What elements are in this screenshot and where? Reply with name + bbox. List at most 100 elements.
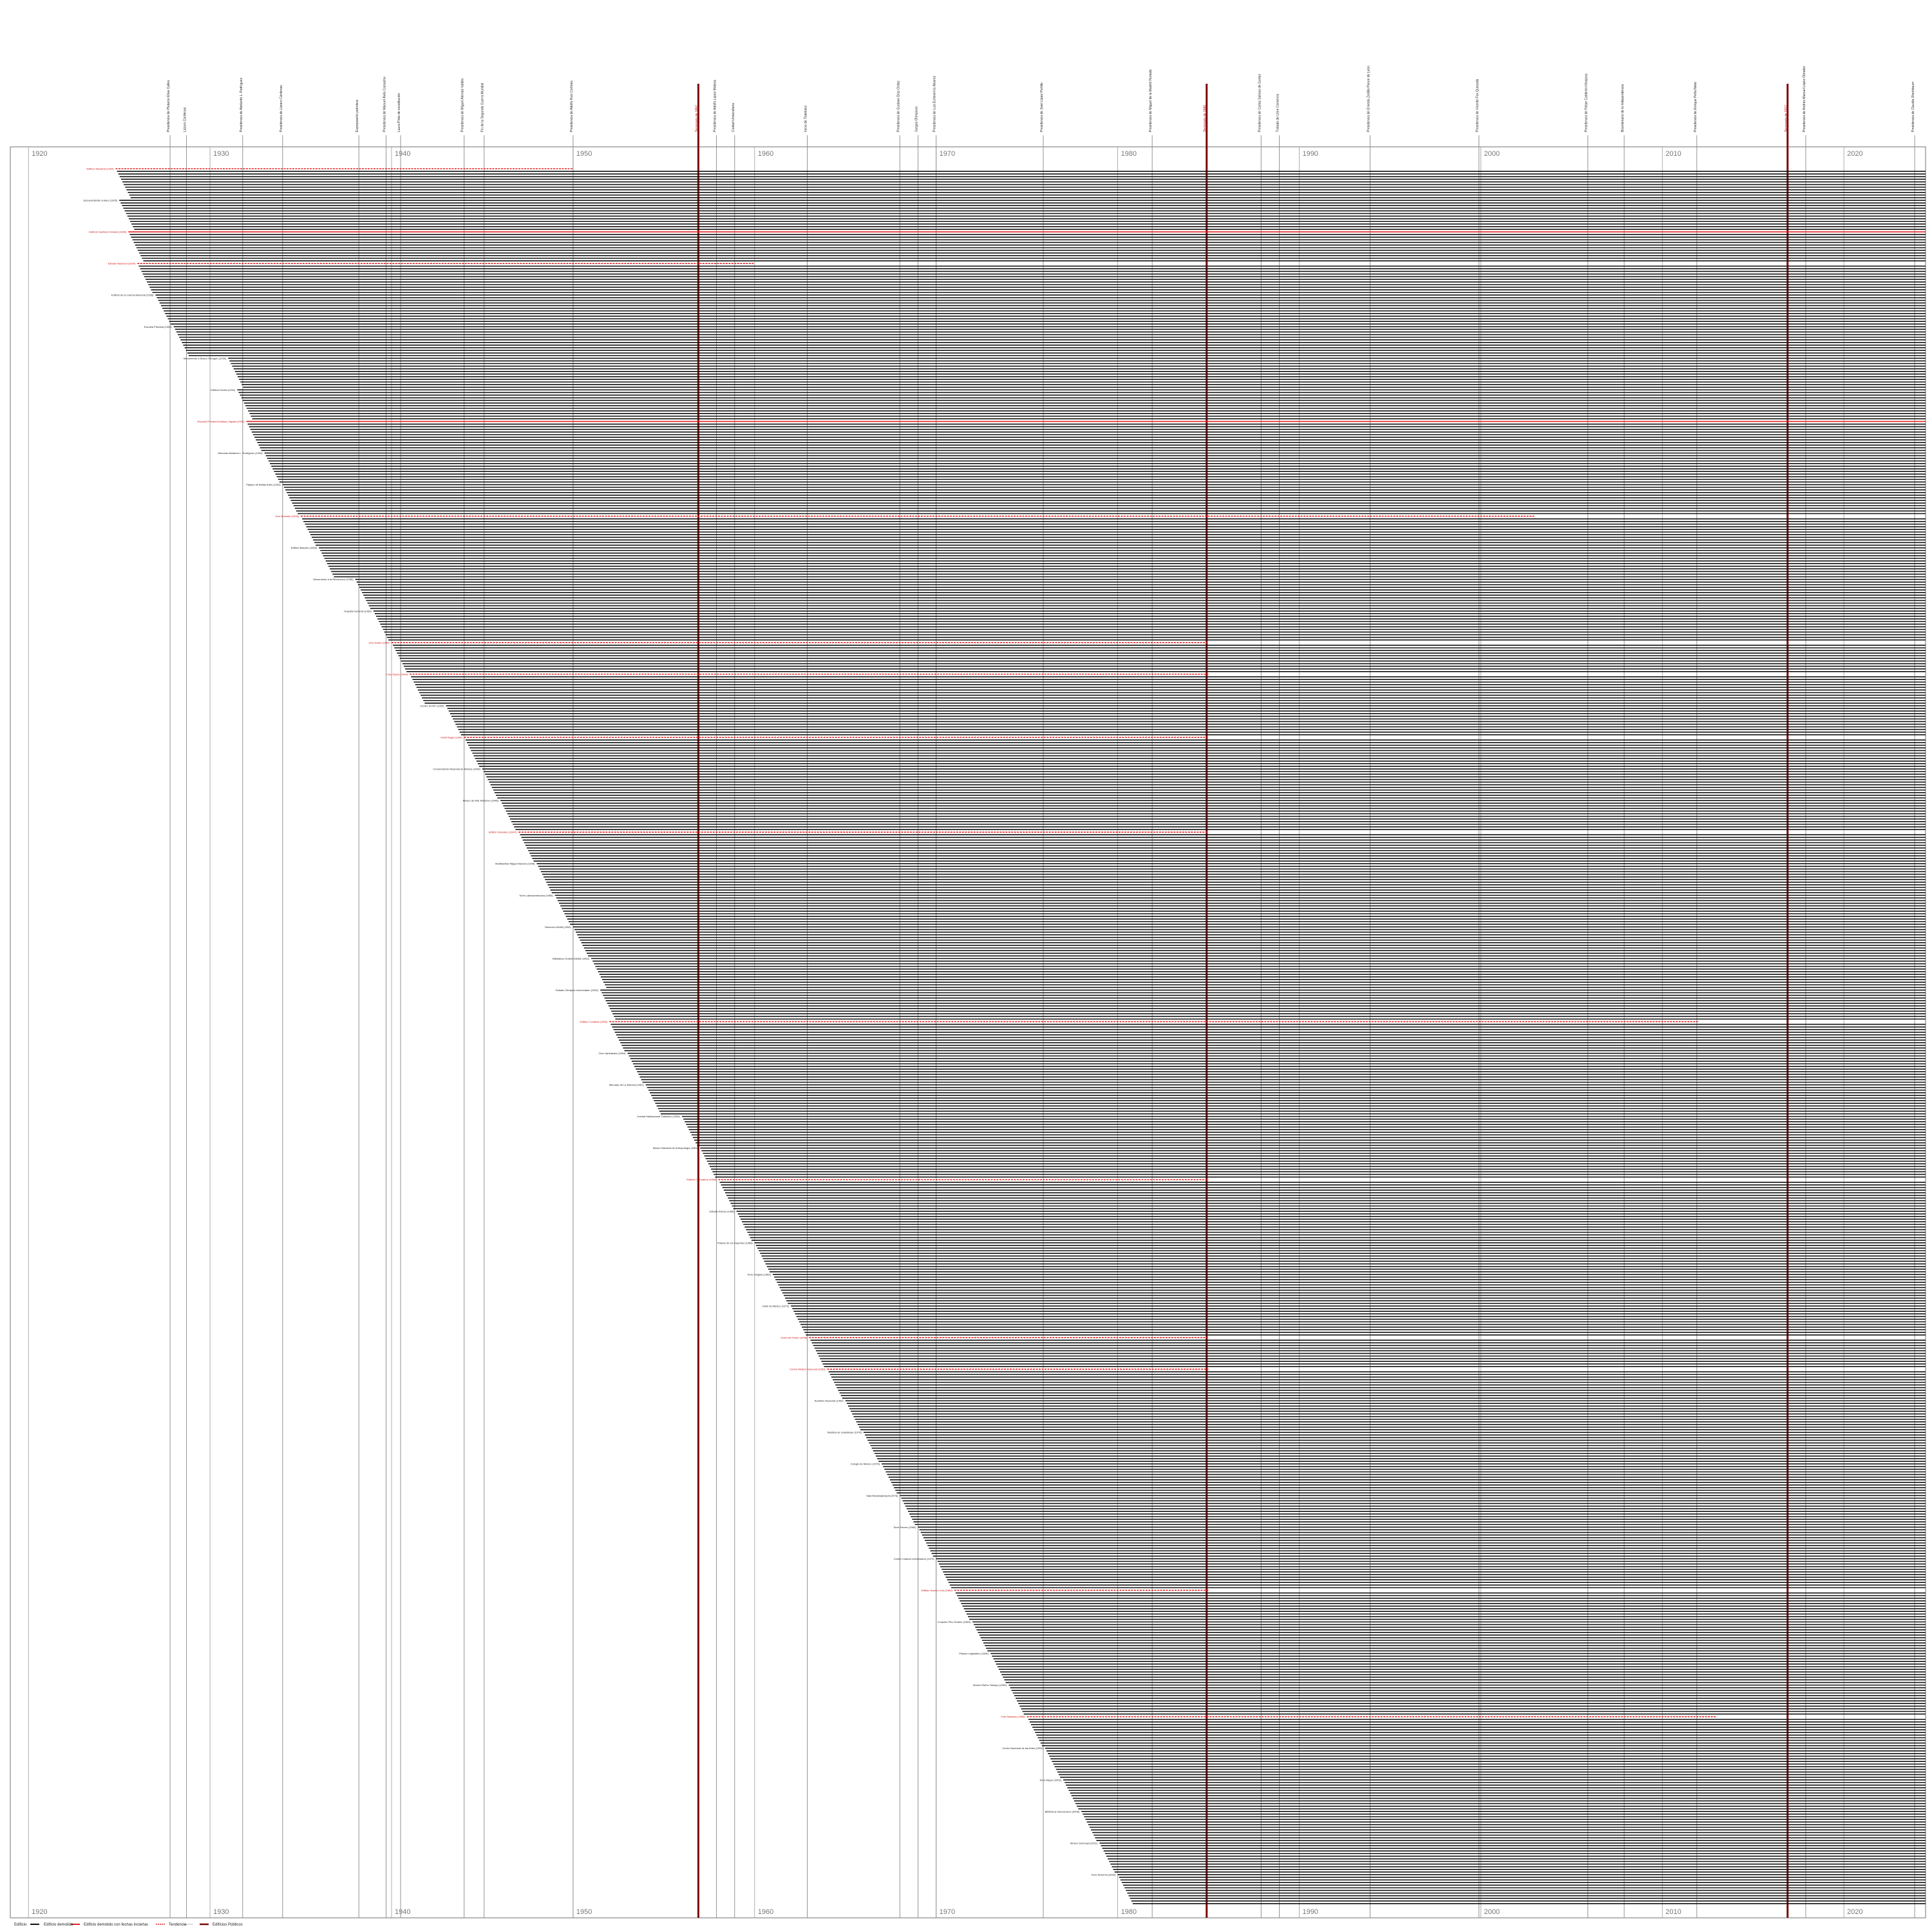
event-label: Presidencia de Ernesto Zedillo Ponce de … — [1367, 66, 1370, 132]
decade-tick-label-bottom: 2000 — [1484, 1908, 1499, 1916]
building-label: Edificio Ermita (1931) — [211, 388, 236, 392]
event-label: Presidencia de José López Portillo — [1040, 82, 1044, 132]
building-label: Basílica de Guadalupe (1976) — [828, 1431, 862, 1434]
event-label: Presidencia de Lázaro Cárdenas — [279, 85, 283, 132]
building-label: Rectoría UNAM (1952) — [545, 925, 571, 929]
building-label: Hotel Del Prado (1948) — [781, 1336, 808, 1340]
building-label: Cine Ópera (1949) — [386, 672, 408, 676]
event-label: Presidencia de Luis Echeverría Álvarez — [933, 75, 937, 132]
building-label: Hospital General (1939) — [344, 609, 372, 612]
event-label: Presidencia de Adolfo Ruiz Cortines — [570, 80, 574, 132]
building-label: Sala Nezahualcóyotl (1976) — [866, 1494, 898, 1497]
decade-tick-label-bottom: 1990 — [1302, 1908, 1318, 1916]
building-label: Escuela Primaria (1928) — [144, 325, 173, 328]
event-label: Fin de la Segunda Guerra Mundial — [481, 83, 485, 132]
event-label: Presidencia de Enrique Peña Nieto — [1694, 82, 1698, 132]
decade-tick-label: 1980 — [1121, 150, 1137, 158]
building-label: Biblioteca Central UNAM (1952) — [553, 957, 590, 960]
building-label: Centro SCOP (1953) — [420, 704, 444, 707]
decade-tick-label-bottom: 1930 — [213, 1908, 229, 1916]
decade-tick-label: 2010 — [1665, 150, 1681, 158]
event-label: Expropiación petrolera — [355, 100, 359, 132]
event-label: Presidencia de Vicente Fox Quesada — [1476, 79, 1480, 132]
event-label: Juegos Olímpicos — [914, 106, 918, 132]
building-label: Torre Pemex (1984) — [893, 1526, 916, 1529]
event-label: Ciudad Universitaria — [732, 103, 735, 132]
decade-tick-label-bottom: 1950 — [576, 1908, 592, 1916]
decade-tick-label-bottom: 2010 — [1665, 1908, 1681, 1916]
building-label: Palacio Legislativo (1981) — [959, 1652, 989, 1655]
building-label: Unidad Habitacional Tlatelolco (1964) — [637, 1115, 680, 1118]
building-label: Conjunto Pino Suárez (1980) — [937, 1620, 971, 1624]
building-label: Torre Insignia (1962) — [747, 1273, 771, 1276]
event-label: Terremoto de 2017 — [1785, 105, 1788, 132]
building-label: Monumento a la Revolución (1938) — [313, 578, 354, 581]
decade-tick-label: 2000 — [1484, 150, 1499, 158]
decade-tick-label: 2020 — [1847, 150, 1862, 158]
building-label: Hotel de México (1972) — [762, 1304, 790, 1307]
event-label: Lázaro Cárdenas — [183, 107, 187, 132]
building-label: Colegio de México (1976) — [851, 1463, 880, 1466]
building-label: Museo de Arte Moderno (1946) — [463, 799, 499, 802]
event-label: Presidencia de Carlos Salinas de Gortari — [1258, 74, 1262, 132]
building-label: Centro Nacional de las Artes (1994) — [1002, 1747, 1043, 1750]
event-label: Tratado de Libre Comercio — [1276, 93, 1280, 132]
legend-existing-label: Edificio — [14, 1923, 27, 1927]
building-label: Estadio Nacional (1924) — [108, 262, 136, 265]
building-label: Edificio Muestral (1920) — [86, 167, 114, 171]
event-label: Presidencia de Felipe Calderón Hinojosa — [1585, 73, 1589, 132]
decade-tick-label-bottom: 1920 — [32, 1908, 47, 1916]
building-label: Edificio Chihuahua (1964) — [687, 1178, 717, 1181]
decade-tick-label-bottom: 1980 — [1121, 1908, 1137, 1916]
building-label: Mercado de La Merced (1957) — [609, 1083, 644, 1086]
building-label: Escuela Benito Juárez (1925) — [84, 199, 118, 202]
building-bars: Edificio Muestral (1920) Escuela Benito J… — [84, 167, 1926, 1904]
building-label: Edificio Nonoalco (1947) — [489, 831, 517, 834]
building-label: Estadio Azteca (1966) — [709, 1209, 735, 1213]
building-label: Edificio Condesa (1954) — [580, 1020, 608, 1023]
event-label: Terremoto de 1957 — [695, 105, 699, 132]
decade-tick-label: 1960 — [758, 150, 773, 158]
decade-tick-label: 1930 — [213, 150, 229, 158]
event-label: Presidencia de Miguel Alemán Valdés — [461, 78, 465, 132]
event-label: Presidencia de Claudia Sheinbaum — [1911, 82, 1915, 132]
building-label: Centro Cultural Universitario (1979) — [894, 1557, 935, 1560]
building-label: Edificio Nuevo León (1960) — [922, 1589, 953, 1592]
building-label: Torre Reforma (2016) — [1091, 1873, 1116, 1876]
building-label: Multifamiliar Miguel Alemán (1949) — [495, 862, 535, 866]
event-label: Presidencia de Miguel de la Madrid Hurta… — [1149, 70, 1153, 132]
building-label: Edificio Basurto (1945) — [291, 546, 317, 549]
event-label: Presidencia de Abelardo L. Rodríguez — [240, 77, 243, 132]
event-label: Presidencia de Gustavo Díaz Ordaz — [896, 80, 900, 132]
building-label: Estadio Olímpico Universitario (1952) — [556, 989, 599, 992]
decade-tick-label: 1940 — [395, 150, 410, 158]
legend-uncertain-label: Edificio demolido con fechas inciertas — [84, 1923, 148, 1927]
building-label: Cine Variedades (1954) — [598, 1052, 626, 1055]
decade-tick-label: 1950 — [576, 150, 592, 158]
building-label: Biblioteca Vasconcelos (2006) — [1045, 1810, 1080, 1813]
decade-tick-label-bottom: 2020 — [1847, 1908, 1862, 1916]
decade-tick-label: 1970 — [940, 150, 955, 158]
building-label: Centro Médico Nacional (1963) — [790, 1368, 826, 1371]
building-label: Cine Roble (1940) — [369, 641, 390, 644]
legend-trend-label: Tendencia — [169, 1923, 187, 1927]
building-label: Cine Manacar (1965) — [1001, 1715, 1025, 1718]
legend-demolished-label: Edificio demolido — [44, 1923, 73, 1927]
building-label: Torre Latinoamericana (1956) — [519, 894, 553, 897]
decade-tick-label: 1920 — [32, 150, 47, 158]
decade-tick-label-bottom: 1960 — [758, 1908, 773, 1916]
legend: Edificio Edificio demolido Edificio demo… — [14, 1923, 243, 1927]
building-label: Edificio de la Lotería Nacional (1926) — [111, 294, 154, 297]
building-label: Mercado Abelardo L. Rodríguez (1934) — [218, 451, 263, 455]
decade-tick-label-bottom: 1970 — [940, 1908, 955, 1916]
event-label: Presidencia de Adolfo López Mateos — [714, 79, 717, 132]
event-label: Presidencia de Manuel Ávila Camacho — [383, 77, 387, 132]
event-label: Terremoto de 1985 — [1204, 105, 1208, 132]
event-label: Inicio de Tlatelolco — [804, 105, 808, 132]
legend-public-label: Edificios Públicos — [213, 1923, 243, 1927]
building-label: Museo Nacional de Antropología (1964) — [653, 1146, 699, 1150]
decade-tick-label: 1990 — [1302, 150, 1318, 158]
event-label: Laura Pinto de constitución — [397, 93, 401, 132]
decade-tick-label-bottom: 1940 — [395, 1908, 410, 1916]
